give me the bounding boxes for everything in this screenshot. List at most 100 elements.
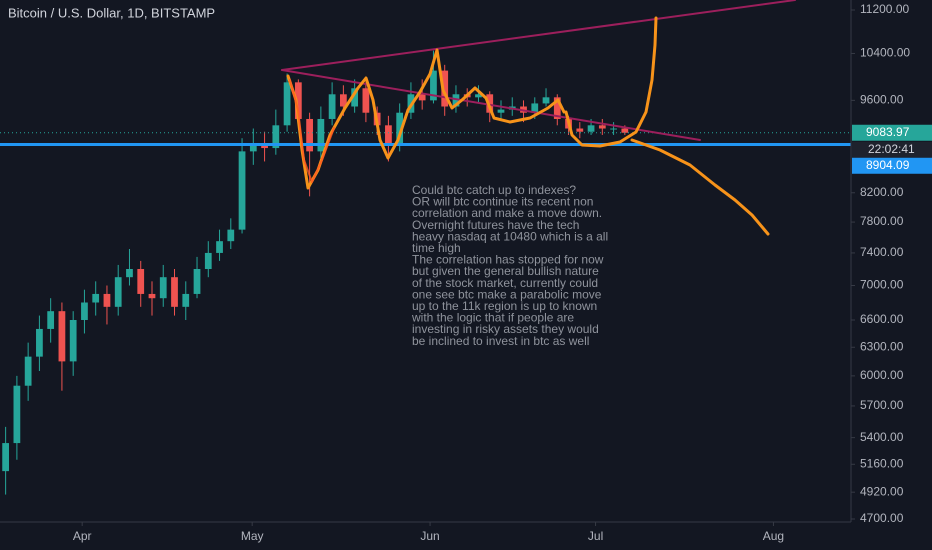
drawn-curve [630,138,770,236]
candle-body [81,302,88,320]
candle-body [148,293,156,299]
candle-body [475,94,482,98]
candle-body [531,103,539,113]
y-tick-label: 7400.00 [860,245,904,259]
candle-body [441,70,449,107]
candle-body [452,94,460,107]
y-tick-label: 5160.00 [860,456,904,470]
x-tick-label: Aug [763,529,784,543]
drawn-curve [564,16,658,148]
x-tick-label: Apr [73,529,92,543]
last-price-box [852,124,932,141]
candle-body [249,144,257,152]
candle-body [24,356,32,386]
candle-body [182,293,190,307]
candle-body [69,319,77,362]
candle-body [430,70,437,101]
candle-body [317,118,325,152]
annotation-line: with the logic that if people are [411,311,574,325]
candle-body [362,88,370,113]
price-levels [0,132,851,146]
candle-body [621,128,629,133]
y-tick-label: 4700.00 [860,511,904,525]
annotation-line: but given the general bullish nature [412,264,599,278]
candle-body [137,268,145,294]
y-tick-label: 9600.00 [860,93,904,107]
y-tick-label: 6600.00 [860,312,904,326]
y-tick-label: 5700.00 [860,398,904,412]
x-tick-label: Jul [588,529,603,543]
candle-body [385,125,392,145]
candle-body [92,293,100,303]
y-tick-label: 10400.00 [860,46,910,60]
candle-body [610,128,617,130]
candle-body [114,277,122,307]
annotation-line: Overnight futures have the tech [412,218,579,232]
candle-body [13,385,21,444]
candle-body [587,125,595,132]
candle-body [598,125,606,129]
drawn-curve [289,79,335,183]
annotation-line: heavy nasdaq at 10480 which is a all [412,229,608,243]
candle-body [159,277,167,299]
level-price-label: 8904.09 [866,158,910,172]
candle-body [576,128,584,132]
candle-body [261,144,268,149]
candle-body [340,94,347,107]
level-price-box [852,157,932,174]
annotation-line: time high [412,241,461,255]
candle-body [216,241,223,253]
candle-body [238,151,246,230]
annotation-line: investing in risky assets they would [412,322,599,336]
annotation-line: OR will btc continue its recent non [412,195,593,209]
y-tick-label: 4920.00 [860,484,904,498]
trend-line [281,0,796,71]
candle-body [36,328,43,357]
price-axis [851,0,932,550]
annotation-line: Could btc catch up to indexes? [412,183,576,197]
candle-body [396,112,404,145]
candle-body [126,268,133,278]
candle-body [193,268,201,294]
y-tick-label: 6300.00 [860,339,904,353]
annotation-line: correlation and make a move down. [412,206,602,220]
chart-title: Bitcoin / U.S. Dollar, 1D, BITSTAMP [8,5,215,20]
axes: 11200.00 10400.00 9600.00 8200.00 7800.00 740… [73,2,932,543]
x-tick-label: Jun [420,529,439,543]
candle-body [306,118,313,152]
annotation-line: The correlation has stopped for now [412,253,604,267]
y-tick-label: 7800.00 [860,214,904,228]
candle-body [2,443,10,472]
annotation-line: be inclined to invest in btc as well [412,334,589,348]
candle-body [47,311,55,329]
y-tick-label: 8200.00 [860,185,904,199]
y-tick-label: 6000.00 [860,368,904,382]
drawings [281,0,796,236]
candle-body [418,94,426,101]
candle-body [553,97,561,119]
candle-body [328,94,336,119]
trend-line [281,69,701,141]
time-axis [0,522,932,550]
candle-body [171,277,178,307]
annotation-line: one see btc make a parabolic move [412,287,602,301]
annotation-line: of the stock market, currently could [412,276,598,290]
candle-body [204,252,212,269]
candle-body [542,97,550,104]
annotation-line: up to the 11k region is up to known [412,299,597,313]
countdown-label: 22:02:41 [868,142,915,156]
candle-body [272,125,280,149]
y-tick-label: 7000.00 [860,278,904,292]
last-price-label: 9083.97 [866,125,910,139]
candle-body [351,88,359,107]
candle-body [497,109,505,113]
y-tick-label: 11200.00 [860,2,909,16]
annotation: Could btc catch up to indexes?OR will bt… [411,183,608,348]
x-tick-label: May [241,529,264,543]
countdown-box [852,141,932,158]
candle-body [227,229,235,242]
candle-body [294,82,302,119]
candle-body [283,82,291,126]
